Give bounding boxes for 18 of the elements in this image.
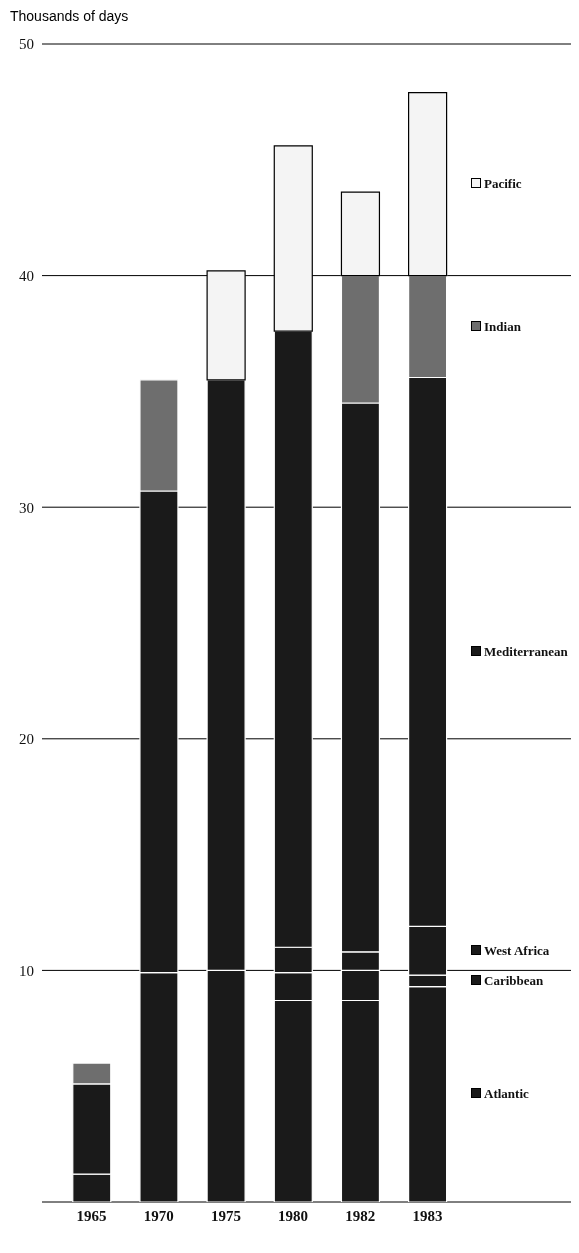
y-tick-label: 10 [19,962,34,979]
x-tick-label: 1975 [210,1207,241,1224]
x-tick-label: 1965 [76,1207,107,1224]
x-tick-label: 1980 [278,1207,309,1224]
legend-label: Atlantic [483,1086,530,1102]
y-tick-label: 20 [19,731,34,748]
y-tick-label: 40 [19,267,34,284]
y-axis-title: Thousands of days [9,8,130,26]
x-tick-label: 1982 [345,1207,376,1224]
legend-label: West Africa [483,942,551,958]
legend-label: Caribbean [483,972,545,988]
legend-label: Indian [483,318,522,334]
x-tick-label: 1970 [143,1207,174,1224]
legend-label: Mediterranean [483,643,569,659]
y-tick-label: 50 [19,36,34,53]
y-tick-label: 30 [19,499,34,516]
legend-label: Pacific [483,176,523,192]
x-tick-label: 1983 [412,1207,443,1224]
